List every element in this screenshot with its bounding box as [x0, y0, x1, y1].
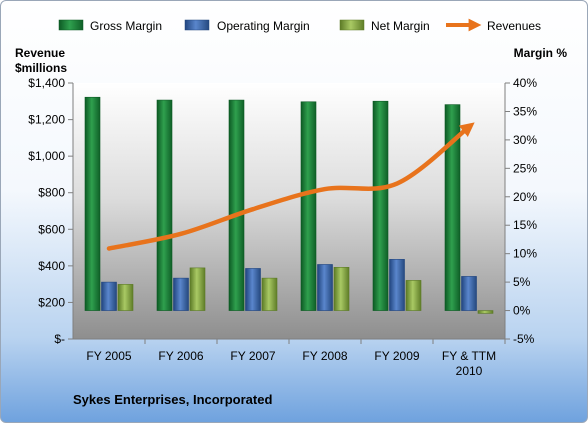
chart-title: Sykes Enterprises, Incorporated	[73, 392, 272, 407]
bar-net-margin	[261, 277, 278, 311]
bar-net-margin	[333, 267, 350, 311]
plot-area	[73, 83, 505, 339]
right-tick-label: 30%	[513, 133, 537, 147]
right-axis-title: Margin %	[514, 46, 568, 60]
right-axis-ticks: -5% 0% 5% 10% 15% 20% 25% 30% 35% 40%	[505, 76, 537, 346]
right-tick-label: 0%	[513, 304, 531, 318]
left-tick-label: $1,000	[28, 149, 65, 163]
bar-gross-margin	[84, 96, 101, 311]
x-tick-label: FY 2008	[302, 349, 347, 363]
right-tick-label: 5%	[513, 275, 531, 289]
bar-net-margin	[405, 280, 422, 311]
left-tick-label: $1,400	[28, 76, 65, 90]
x-tick-label: FY 2007	[230, 349, 275, 363]
x-tick-label: FY 2009	[374, 349, 419, 363]
legend-swatch-gross-margin	[58, 19, 84, 31]
left-tick-label: $400	[38, 259, 65, 273]
left-tick-label: $800	[38, 186, 65, 200]
line-revenues	[106, 122, 475, 251]
x-tick-label: FY & TTM 2010	[442, 349, 496, 378]
right-tick-label: 35%	[513, 104, 537, 118]
left-tick-label: $600	[38, 222, 65, 236]
bar-series	[84, 96, 494, 314]
bar-operating-margin	[461, 276, 477, 311]
revenue-line-series	[106, 122, 475, 251]
legend-label-net-margin: Net Margin	[371, 19, 430, 33]
legend-label-revenues: Revenues	[487, 19, 541, 33]
legend-swatch-operating-margin	[184, 19, 210, 31]
right-tick-label: 40%	[513, 76, 537, 90]
right-tick-label: 20%	[513, 190, 537, 204]
bar-operating-margin	[173, 277, 189, 311]
left-axis-title-line1: Revenue	[15, 46, 65, 60]
left-tick-label: $-	[54, 332, 65, 346]
bar-operating-margin	[317, 264, 333, 311]
legend-label-operating-margin: Operating Margin	[217, 19, 310, 33]
left-tick-label: $1,200	[28, 113, 65, 127]
bar-gross-margin	[156, 99, 173, 311]
bar-net-margin	[189, 267, 206, 311]
legend-swatch-net-margin	[339, 19, 365, 31]
x-tick-label: FY 2006	[158, 349, 203, 363]
bar-operating-margin	[389, 259, 405, 311]
x-axis-ticks: FY 2005 FY 2006 FY 2007 FY 2008 FY 2009 FY & …	[86, 339, 506, 378]
right-tick-label: 15%	[513, 218, 537, 232]
right-tick-label: -5%	[513, 332, 535, 346]
right-tick-label: 25%	[513, 161, 537, 175]
legend-label-gross-margin: Gross Margin	[90, 19, 162, 33]
left-tick-label: $200	[38, 295, 65, 309]
left-axis-ticks: $- $200 $400 $600 $800 $1,000 $1,200 $1,400	[28, 76, 73, 346]
bar-gross-margin	[444, 104, 461, 311]
bar-operating-margin	[101, 281, 117, 311]
bar-gross-margin	[372, 100, 389, 311]
bar-gross-margin	[300, 101, 317, 311]
bar-operating-margin	[245, 268, 261, 311]
legend: Gross Margin Operating Margin Net Margin…	[58, 18, 541, 33]
right-tick-label: 10%	[513, 247, 537, 261]
x-tick-label: FY 2005	[86, 349, 131, 363]
bar-net-margin	[477, 310, 494, 314]
left-axis-title-line2: $millions	[15, 61, 67, 75]
bar-gross-margin	[228, 99, 245, 311]
bar-net-margin	[117, 284, 134, 311]
